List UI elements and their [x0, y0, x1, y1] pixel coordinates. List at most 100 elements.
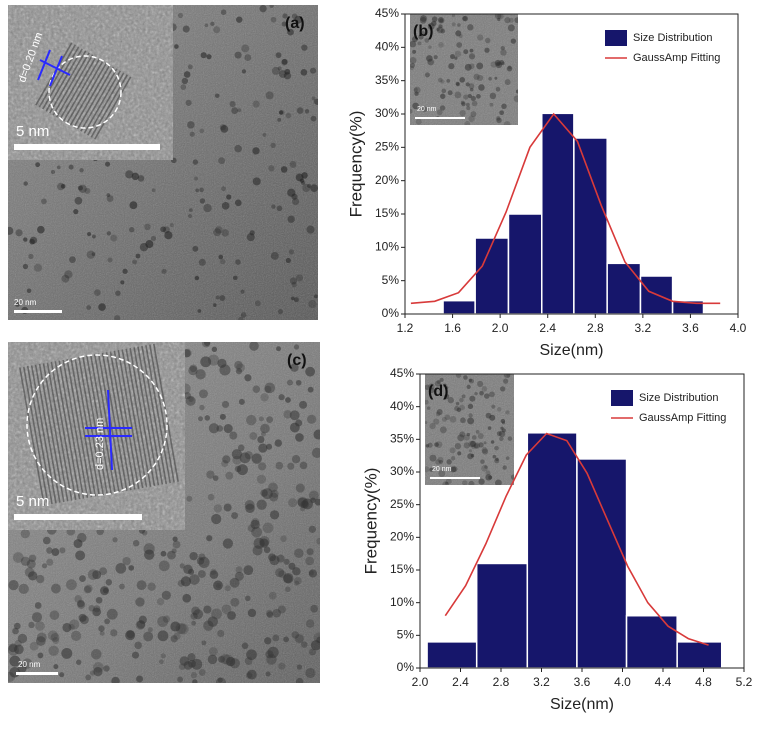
particle	[469, 87, 474, 92]
particle	[211, 346, 218, 353]
particle	[222, 455, 231, 464]
particle	[225, 471, 234, 480]
particle	[477, 74, 484, 82]
particle	[200, 356, 212, 368]
particle	[111, 676, 120, 683]
particle	[177, 623, 189, 635]
particle	[469, 395, 476, 402]
particle	[231, 512, 239, 520]
particle	[275, 461, 284, 470]
particle	[280, 535, 287, 542]
particle	[218, 254, 224, 260]
particle	[448, 63, 455, 70]
particle	[62, 622, 72, 633]
particle	[28, 621, 35, 629]
particle	[28, 554, 37, 563]
particle	[310, 640, 320, 651]
particle	[119, 583, 125, 590]
y-tick-label: 25%	[375, 140, 399, 154]
particle	[249, 342, 259, 351]
particle	[229, 431, 238, 440]
particle	[88, 604, 95, 612]
particle	[478, 478, 485, 485]
particle	[294, 634, 304, 644]
particle	[426, 406, 431, 410]
particle	[265, 650, 274, 659]
lattice-fringes	[35, 42, 132, 140]
particle	[180, 576, 192, 587]
particle	[490, 440, 495, 444]
particle	[8, 644, 19, 656]
particle	[293, 576, 302, 585]
particle	[134, 641, 142, 650]
particle	[74, 595, 83, 603]
particle	[78, 613, 87, 622]
particle	[79, 575, 86, 582]
particle	[481, 464, 488, 472]
particle	[276, 346, 282, 352]
particle	[28, 571, 38, 581]
particle	[424, 38, 430, 43]
fringe	[19, 367, 45, 506]
fringe	[59, 56, 97, 120]
particle	[494, 445, 499, 451]
particle	[264, 385, 272, 393]
fringe	[76, 66, 115, 130]
particle	[52, 637, 60, 644]
particle	[308, 490, 319, 501]
particle	[125, 170, 134, 179]
particle	[289, 277, 297, 285]
particle	[246, 414, 257, 426]
particle	[252, 177, 261, 186]
particle	[105, 579, 113, 586]
y-tick-label: 35%	[375, 73, 399, 87]
particle	[219, 258, 226, 265]
particle	[64, 270, 73, 279]
particle	[60, 183, 66, 189]
particle	[213, 303, 217, 307]
particle	[274, 439, 283, 447]
x-tick-label: 4.0	[614, 675, 631, 689]
histogram-bar	[625, 614, 678, 669]
particle	[77, 600, 86, 609]
particle	[436, 26, 444, 34]
particle	[191, 606, 200, 616]
particle	[194, 176, 199, 181]
particle	[76, 659, 82, 665]
particle	[491, 404, 496, 409]
particle	[177, 676, 184, 683]
particle	[106, 231, 111, 236]
particle	[42, 536, 51, 545]
particle	[278, 110, 284, 115]
particle	[413, 87, 418, 92]
particle	[151, 188, 156, 193]
particle	[266, 609, 273, 617]
y-tick-label: 45%	[375, 6, 399, 20]
particle	[295, 433, 304, 442]
particle	[29, 238, 35, 245]
particle	[310, 604, 318, 613]
particle	[414, 91, 419, 96]
particle-outline	[26, 354, 168, 496]
particle	[91, 649, 102, 660]
particle	[469, 440, 477, 447]
particle	[467, 403, 474, 410]
particle	[485, 470, 491, 476]
particle	[244, 374, 252, 382]
particle	[103, 665, 110, 672]
particle	[506, 66, 513, 72]
particle	[247, 669, 257, 680]
particle	[233, 275, 238, 281]
particle	[438, 42, 444, 48]
particle	[278, 394, 285, 401]
y-tick-label: 10%	[390, 595, 414, 609]
particle	[292, 198, 300, 206]
particle	[443, 383, 447, 388]
particle	[245, 595, 251, 602]
particle	[235, 368, 243, 375]
y-tick-label: 45%	[390, 366, 414, 380]
fringe	[129, 347, 156, 487]
particle	[439, 18, 444, 23]
particle	[501, 61, 505, 66]
particle	[180, 84, 187, 90]
